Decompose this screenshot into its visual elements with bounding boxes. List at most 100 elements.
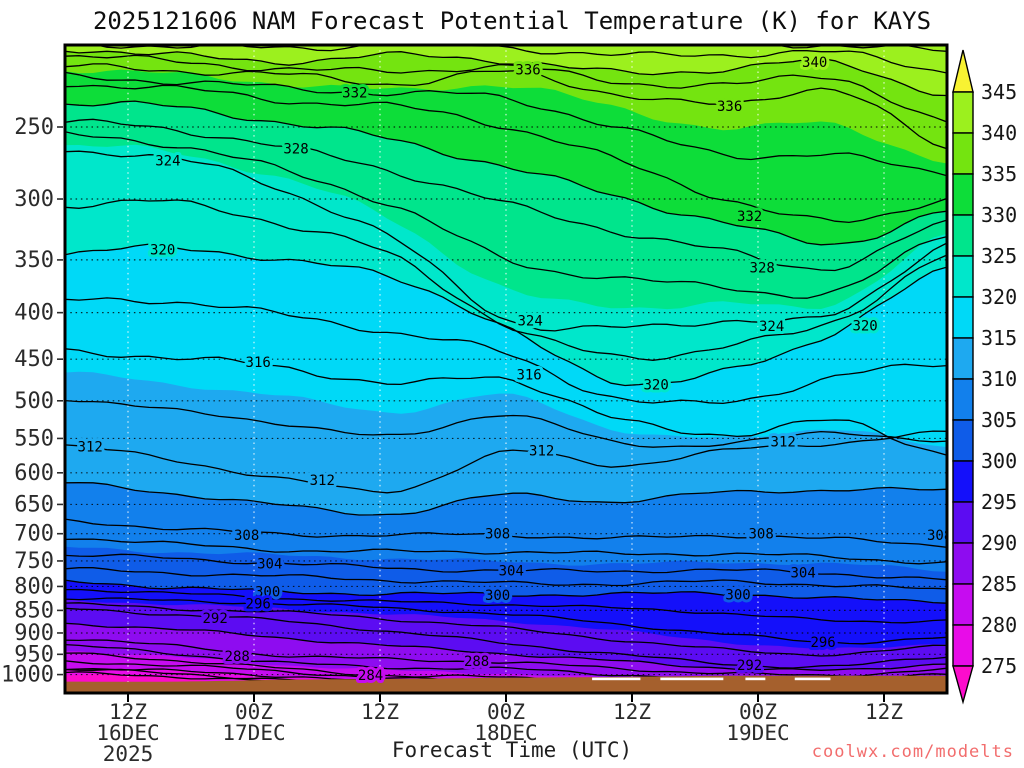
colorbar-over-arrow xyxy=(952,49,974,93)
contour-line-320 xyxy=(65,243,947,387)
contour-line-324 xyxy=(65,150,947,332)
colorbar-tick-label-280: 280 xyxy=(981,613,1017,637)
surface-mark xyxy=(660,677,724,681)
contour-label-328: 328 xyxy=(750,261,775,277)
ground-layer xyxy=(65,675,947,693)
contour-label-312: 312 xyxy=(529,443,554,459)
contour-label-288: 288 xyxy=(225,649,250,665)
contour-label-320: 320 xyxy=(644,378,669,394)
contour-label-340: 340 xyxy=(802,55,827,71)
colorbar-cell-295 xyxy=(952,501,974,544)
contour-line-296 xyxy=(65,597,947,645)
colorbar-tick-label-320: 320 xyxy=(981,285,1017,309)
contour-label-308: 308 xyxy=(749,527,774,543)
contour-label-292: 292 xyxy=(737,658,762,674)
contour-line-310 xyxy=(65,482,947,516)
contour-label-336: 336 xyxy=(515,62,540,78)
colorbar-tick-label-285: 285 xyxy=(981,572,1017,596)
contour-line-314 xyxy=(65,399,947,448)
surface-mark xyxy=(592,677,641,681)
colorbar-tick-label-315: 315 xyxy=(981,326,1017,350)
x-tick-label: 00Z xyxy=(487,700,525,724)
contour-line-334 xyxy=(65,71,947,177)
x-axis-title: Forecast Time (UTC) xyxy=(391,738,633,762)
y-tick-label-600: 600 xyxy=(14,461,54,486)
y-tick-label-550: 550 xyxy=(14,426,54,451)
x-tick-label: 00Z xyxy=(739,700,777,724)
y-tick-label-300: 300 xyxy=(14,187,54,212)
contour-label-288: 288 xyxy=(464,654,489,670)
contour-label-308: 308 xyxy=(234,528,259,544)
contour-label-300: 300 xyxy=(725,587,750,603)
colorbar-cell-315 xyxy=(952,337,974,380)
colorbar-cell-285 xyxy=(952,583,974,626)
colorbar-cell-320 xyxy=(952,296,974,339)
contour-line-312 xyxy=(65,430,947,494)
colorbar-cell-335 xyxy=(952,173,974,216)
y-tick-label-500: 500 xyxy=(14,389,54,414)
ground-surface xyxy=(65,675,947,693)
contour-line-344 xyxy=(774,45,947,52)
contour-label-296: 296 xyxy=(810,635,835,651)
colorbar-tick-label-310: 310 xyxy=(981,367,1017,391)
contour-label-324: 324 xyxy=(155,153,180,169)
contour-line-294 xyxy=(65,602,947,657)
contour-label-316: 316 xyxy=(516,368,541,384)
contour-label-304: 304 xyxy=(257,557,282,573)
contour-label-296: 296 xyxy=(246,596,271,612)
colorbar-cell-310 xyxy=(952,378,974,421)
y-tick-label-800: 800 xyxy=(14,574,54,599)
contour-line-292 xyxy=(65,607,947,669)
x-tick-label: 12Z xyxy=(865,700,903,724)
contour-label-320: 320 xyxy=(852,318,877,334)
contour-line-328 xyxy=(65,118,947,272)
contour-label-308: 308 xyxy=(927,528,952,544)
colorbar-tick-label-305: 305 xyxy=(981,408,1017,432)
colorbar-tick-label-290: 290 xyxy=(981,531,1017,555)
contour-label-332: 332 xyxy=(737,209,762,225)
colorbar-cell-300 xyxy=(952,460,974,503)
contour-line-304 xyxy=(65,553,947,581)
contour-line-308 xyxy=(65,518,947,548)
contour-line-338 xyxy=(65,54,947,123)
colorbar-tick-label-300: 300 xyxy=(981,449,1017,473)
contour-line-326 xyxy=(65,131,947,299)
contour-label-324: 324 xyxy=(759,319,784,335)
contour-label-304: 304 xyxy=(499,563,524,579)
colorbar-cell-305 xyxy=(952,419,974,462)
colorbar-cell-290 xyxy=(952,542,974,585)
contour-label-308: 308 xyxy=(485,527,510,543)
colorbar-cell-325 xyxy=(952,255,974,298)
contour-label-324: 324 xyxy=(518,313,543,329)
y-tick-label-1000: 1000 xyxy=(1,663,54,688)
x-tick-label: 2025 xyxy=(103,742,154,766)
contour-line-290 xyxy=(65,622,947,671)
surface-mark xyxy=(745,677,766,681)
x-tick-label: 00Z xyxy=(235,700,273,724)
contour-lines xyxy=(65,45,947,693)
contour-label-336: 336 xyxy=(717,99,742,115)
contour-line-318 xyxy=(65,297,947,405)
gridlines xyxy=(65,45,947,693)
x-tick-label: 16DEC xyxy=(96,721,159,745)
contour-line-288 xyxy=(65,639,947,678)
chart-title: 2025121606 NAM Forecast Potential Temper… xyxy=(92,7,932,35)
contour-line-300 xyxy=(65,579,947,604)
contour-label-332: 332 xyxy=(342,85,367,101)
y-tick-label-400: 400 xyxy=(14,301,54,326)
x-tick-label: 12Z xyxy=(613,700,651,724)
contour-line-298 xyxy=(65,588,947,624)
contour-line-340 xyxy=(65,50,947,97)
watermark-text: coolwx.com/modelts xyxy=(811,742,1014,762)
colorbar-tick-label-330: 330 xyxy=(981,203,1017,227)
colorbar-under-arrow xyxy=(952,665,974,705)
colorbar-tick-label-335: 335 xyxy=(981,162,1017,186)
contour-label-292: 292 xyxy=(203,611,228,627)
y-tick-label-700: 700 xyxy=(14,522,54,547)
colorbar-cell-280 xyxy=(952,624,974,667)
contour-label-312: 312 xyxy=(771,434,796,450)
y-tick-label-850: 850 xyxy=(14,598,54,623)
